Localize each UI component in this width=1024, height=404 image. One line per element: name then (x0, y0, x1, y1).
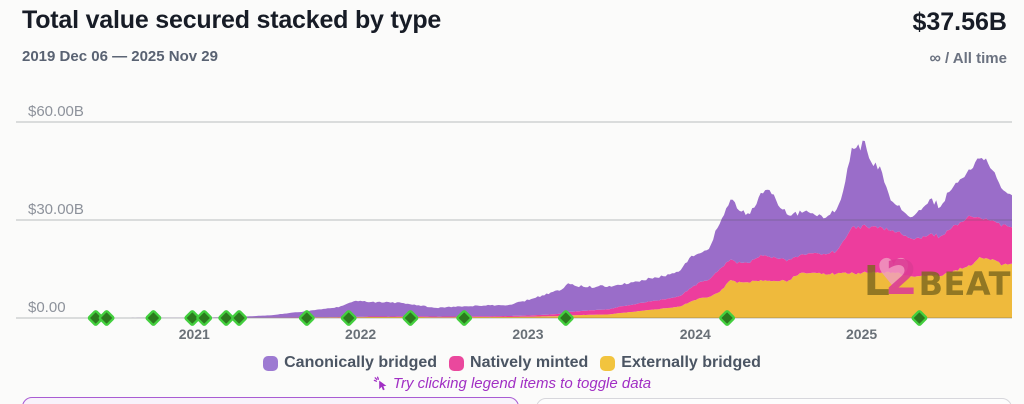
y-axis-label: $30.00B (28, 201, 84, 218)
legend-hint: Try clicking legend items to toggle data (0, 375, 1024, 392)
chart-legend: Canonically bridged Natively minted Exte… (0, 354, 1024, 372)
legend-item-natively-minted[interactable]: Natively minted (449, 354, 588, 372)
canonical-color-swatch (263, 355, 279, 371)
tvs-stacked-area-chart[interactable]: $60.00B $30.00B $0.00 2021 2022 2023 2024 2025 (0, 0, 1024, 346)
milestone-marker[interactable] (98, 310, 115, 326)
milestone-marker[interactable] (456, 310, 473, 326)
area-externally-bridged[interactable] (16, 257, 1012, 318)
x-axis-year-label: 2024 (680, 326, 711, 342)
milestone-marker[interactable] (340, 310, 357, 326)
date-range: 2019 Dec 06 — 2025 Nov 29 (22, 48, 218, 65)
legend-item-canonically-bridged[interactable]: Canonically bridged (263, 354, 437, 372)
y-axis-label: $60.00B (28, 103, 84, 120)
milestone-marker[interactable] (145, 310, 162, 326)
external-color-swatch (600, 355, 616, 371)
page-title: Total value secured stacked by type (22, 6, 442, 34)
area-natively-minted[interactable] (16, 215, 1012, 318)
milestone-marker[interactable] (911, 310, 928, 326)
legend-hint-text: Try clicking legend items to toggle data (392, 375, 652, 392)
bottom-tab-selected[interactable] (22, 397, 519, 404)
milestone-marker[interactable] (231, 310, 248, 326)
milestone-marker[interactable] (184, 310, 201, 326)
milestone-marker[interactable] (218, 310, 235, 326)
milestone-marker[interactable] (298, 310, 315, 326)
current-value: $37.56B (912, 8, 1007, 36)
time-range-indicator: ∞ / All time (929, 50, 1007, 68)
milestone-marker[interactable] (719, 310, 736, 326)
time-range-label: / All time (945, 50, 1007, 67)
milestone-marker[interactable] (196, 310, 213, 326)
bottom-tab-unselected[interactable] (536, 398, 1012, 404)
legend-label: Natively minted (470, 354, 589, 371)
legend-item-externally-bridged[interactable]: Externally bridged (600, 354, 761, 372)
infinity-icon: ∞ (929, 50, 941, 67)
milestone-marker[interactable] (402, 310, 419, 326)
milestone-marker[interactable] (557, 310, 574, 326)
native-color-swatch (449, 355, 465, 371)
x-axis-year-label: 2023 (512, 326, 543, 342)
x-axis-year-label: 2021 (179, 326, 210, 342)
legend-label: Externally bridged (621, 354, 761, 371)
x-axis-year-label: 2025 (846, 326, 877, 342)
y-axis-label: $0.00 (28, 299, 66, 316)
x-axis-year-label: 2022 (345, 326, 376, 342)
legend-label: Canonically bridged (284, 354, 438, 371)
milestone-marker[interactable] (87, 310, 104, 326)
area-canonically-bridged[interactable] (16, 140, 1012, 318)
cursor-click-icon (373, 376, 387, 390)
